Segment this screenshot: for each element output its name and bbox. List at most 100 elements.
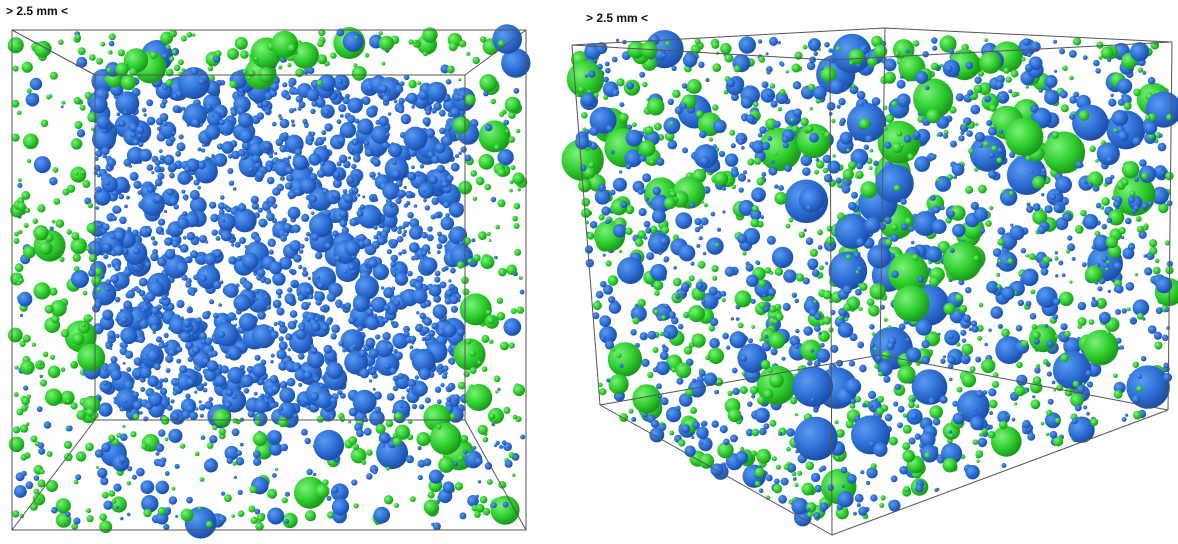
blue-sphere <box>176 300 184 308</box>
blue-sphere <box>407 271 413 277</box>
green-sphere <box>45 305 54 314</box>
green-sphere <box>473 57 480 64</box>
green-sphere <box>352 66 367 81</box>
blue-sphere <box>127 227 131 231</box>
blue-sphere <box>300 178 316 194</box>
blue-sphere <box>962 339 966 343</box>
blue-sphere <box>185 393 190 398</box>
green-sphere <box>1030 289 1035 294</box>
blue-sphere <box>988 170 997 179</box>
blue-sphere <box>966 130 973 137</box>
blue-sphere <box>1069 96 1077 104</box>
blue-sphere <box>664 117 681 134</box>
blue-sphere <box>906 49 910 53</box>
blue-sphere <box>1069 50 1077 58</box>
blue-sphere <box>317 169 326 178</box>
blue-sphere <box>409 242 420 253</box>
green-sphere <box>414 40 418 44</box>
green-sphere <box>282 513 297 528</box>
blue-sphere <box>306 232 311 237</box>
green-sphere <box>30 503 38 511</box>
blue-sphere <box>279 336 284 341</box>
blue-sphere <box>603 77 609 83</box>
blue-sphere <box>999 130 1003 134</box>
green-sphere <box>172 50 177 55</box>
blue-sphere <box>276 289 283 296</box>
blue-sphere <box>1114 262 1122 270</box>
blue-sphere <box>437 243 443 249</box>
blue-sphere <box>678 324 684 330</box>
blue-sphere <box>949 430 952 433</box>
blue-sphere <box>158 460 165 467</box>
blue-sphere <box>710 463 723 476</box>
blue-sphere <box>167 405 173 411</box>
blue-sphere <box>320 306 326 312</box>
blue-sphere <box>173 94 178 99</box>
green-sphere <box>89 254 97 262</box>
green-sphere <box>47 451 53 457</box>
green-sphere <box>673 234 679 240</box>
blue-sphere <box>101 443 111 453</box>
blue-sphere <box>140 387 145 392</box>
blue-sphere <box>1030 313 1037 320</box>
blue-sphere <box>914 132 920 138</box>
blue-sphere <box>837 105 841 109</box>
blue-sphere <box>298 295 305 302</box>
blue-sphere <box>349 148 354 153</box>
blue-sphere <box>606 378 610 382</box>
blue-sphere <box>926 246 942 262</box>
blue-sphere <box>105 279 111 285</box>
green-sphere <box>436 424 441 429</box>
blue-sphere <box>1137 374 1142 379</box>
blue-sphere <box>731 143 736 148</box>
green-sphere <box>514 203 521 210</box>
blue-sphere <box>253 458 261 466</box>
green-sphere <box>975 123 978 126</box>
blue-sphere <box>756 261 760 265</box>
green-sphere <box>742 251 746 255</box>
blue-sphere <box>443 365 449 371</box>
blue-sphere <box>314 430 345 461</box>
blue-sphere <box>449 202 464 217</box>
blue-sphere <box>491 197 497 203</box>
blue-sphere <box>710 318 718 326</box>
blue-sphere <box>859 365 866 372</box>
blue-sphere <box>605 62 610 67</box>
blue-sphere <box>930 195 936 201</box>
blue-sphere <box>71 270 89 288</box>
blue-sphere <box>1026 206 1033 213</box>
blue-sphere <box>315 252 322 259</box>
green-sphere <box>972 439 978 445</box>
blue-sphere <box>1012 418 1016 422</box>
green-sphere <box>392 437 401 446</box>
blue-sphere <box>359 349 367 357</box>
blue-sphere <box>240 365 245 370</box>
spheres <box>8 24 531 538</box>
green-sphere <box>1133 362 1139 368</box>
green-sphere <box>67 185 75 193</box>
blue-sphere <box>412 404 417 409</box>
blue-sphere <box>209 299 214 304</box>
blue-sphere <box>658 394 662 398</box>
green-sphere <box>509 342 515 348</box>
blue-sphere <box>911 241 914 244</box>
green-sphere <box>997 238 1004 245</box>
blue-sphere <box>422 251 427 256</box>
blue-sphere <box>270 330 279 339</box>
blue-sphere <box>652 209 666 223</box>
blue-sphere <box>165 471 170 476</box>
green-sphere <box>981 359 995 373</box>
green-sphere <box>1105 267 1109 271</box>
green-sphere <box>753 101 759 107</box>
blue-sphere <box>736 317 740 321</box>
blue-sphere <box>915 433 921 439</box>
blue-sphere <box>116 122 120 126</box>
green-sphere <box>754 157 761 164</box>
green-sphere <box>991 145 997 151</box>
blue-sphere <box>61 105 64 108</box>
blue-sphere <box>437 232 442 237</box>
green-sphere <box>481 335 489 343</box>
green-sphere <box>1106 331 1110 335</box>
blue-sphere <box>699 370 706 377</box>
blue-sphere <box>606 125 613 132</box>
